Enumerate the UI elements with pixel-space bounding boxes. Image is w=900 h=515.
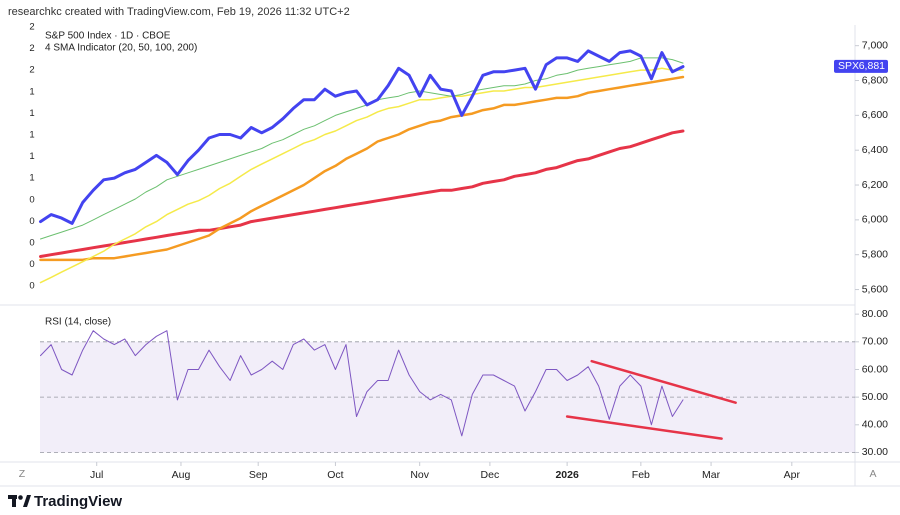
- zoom-control[interactable]: Z: [19, 468, 26, 480]
- left-scale-label: 0: [29, 216, 34, 227]
- series-line: [40, 57, 684, 240]
- left-scale-label: 2: [29, 65, 34, 76]
- header-text: researchkc created with TradingView.com,…: [8, 6, 350, 18]
- series-line: [40, 330, 684, 437]
- y-tick-label: 60.00: [862, 363, 888, 375]
- y-tick-label: 70.00: [862, 336, 888, 348]
- y-tick-label: 6,600: [862, 109, 888, 121]
- badge-value: 6,881: [859, 60, 885, 72]
- left-scale-label: 0: [29, 194, 34, 205]
- pane-subtitle: 4 SMA Indicator (20, 50, 100, 200): [45, 43, 197, 54]
- x-tick-label: Aug: [172, 469, 191, 481]
- y-tick-label: 7,000: [862, 39, 888, 51]
- y-tick-label: 30.00: [862, 446, 888, 458]
- trendline: [565, 415, 723, 440]
- y-tick-label: 40.00: [862, 419, 888, 431]
- left-scale-label: 1: [29, 173, 34, 184]
- y-tick-label: 80.00: [862, 308, 888, 320]
- auto-scale-control[interactable]: A: [869, 468, 876, 480]
- x-tick-label: 2026: [555, 469, 579, 481]
- series-line: [39, 129, 685, 258]
- y-tick-label: 50.00: [862, 391, 888, 403]
- y-tick-label: 6,400: [862, 144, 888, 156]
- left-scale-label: 2: [29, 22, 34, 33]
- left-scale-label: 1: [29, 130, 34, 141]
- left-scale-label: 2: [29, 43, 34, 54]
- series-line: [39, 67, 684, 284]
- pane-title: RSI (14, close): [45, 317, 111, 328]
- y-tick-label: 6,200: [862, 179, 888, 191]
- x-tick-label: Dec: [481, 469, 500, 481]
- badge-series-name: SPX: [838, 60, 859, 72]
- left-scale-label: 0: [29, 238, 34, 249]
- left-scale-label: 1: [29, 86, 34, 97]
- left-scale-label: 0: [29, 259, 34, 270]
- left-scale-label: 1: [29, 151, 34, 162]
- y-tick-label: 6,000: [862, 214, 888, 226]
- pane-title: S&P 500 Index · 1D · CBOE: [45, 31, 171, 42]
- x-tick-label: Feb: [632, 469, 650, 481]
- series-line: [39, 75, 685, 262]
- left-scale-label: 1: [29, 108, 34, 119]
- y-tick-label: 6,800: [862, 74, 888, 86]
- left-scale-label: 0: [29, 281, 34, 292]
- brand-name: TradingView: [34, 493, 122, 510]
- x-tick-label: Jul: [90, 469, 103, 481]
- y-tick-label: 5,600: [862, 283, 888, 295]
- series-line: [39, 49, 685, 225]
- x-tick-label: Oct: [327, 469, 343, 481]
- x-tick-label: Sep: [249, 469, 268, 481]
- brand-logo: [8, 495, 31, 507]
- x-tick-label: Apr: [784, 469, 801, 481]
- trendline: [590, 359, 737, 404]
- x-tick-label: Mar: [702, 469, 721, 481]
- y-tick-label: 5,800: [862, 248, 888, 260]
- last-value-badge: [834, 59, 888, 73]
- x-tick-label: Nov: [410, 469, 429, 481]
